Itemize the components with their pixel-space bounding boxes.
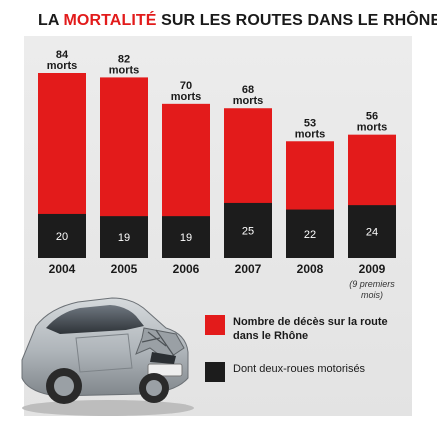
- legend-label-total: Nombre de décès sur la route dans le Rhô…: [233, 316, 388, 342]
- value-label-total-2009: 56: [366, 111, 378, 123]
- value-label-moto-2008: 22: [304, 229, 316, 241]
- value-label-total-2008: 53: [304, 117, 316, 129]
- value-label-moto-2007: 25: [242, 225, 254, 237]
- value-unit-label-2009: morts: [357, 122, 388, 134]
- x-tick-note-2009: (9 premiers mois): [349, 279, 395, 300]
- value-label-total-2007: 68: [242, 84, 254, 96]
- title-prefix: LA: [38, 12, 59, 29]
- title-rest: SUR LES ROUTES DANS LE RHÔNE: [161, 12, 437, 29]
- x-tick-label-2006: 2006: [173, 262, 200, 276]
- value-label-total-2005: 82: [118, 53, 130, 65]
- value-label-moto-2009: 24: [366, 227, 378, 239]
- x-tick-label-2008: 2008: [297, 262, 324, 276]
- value-unit-label-2004: morts: [47, 60, 78, 72]
- value-unit-label-2006: morts: [171, 91, 202, 103]
- legend-swatch-total: [205, 315, 225, 335]
- legend-swatch-moto: [205, 362, 225, 382]
- bar-moto-2006: [162, 216, 210, 258]
- bar-moto-2007: [224, 202, 272, 258]
- crashed-car-icon: [21, 297, 194, 416]
- value-unit-label-2007: morts: [233, 95, 264, 107]
- x-tick-label-2007: 2007: [235, 262, 262, 276]
- value-label-total-2004: 84: [56, 49, 69, 61]
- value-unit-label-2005: morts: [109, 64, 140, 76]
- bar-moto-2004: [38, 213, 86, 258]
- x-tick-label-2009: 2009: [359, 262, 386, 276]
- x-tick-label-2004: 2004: [49, 262, 76, 276]
- legend-label-moto: Dont deux-roues motorisés: [233, 363, 366, 375]
- bar-moto-2008: [286, 209, 334, 258]
- value-unit-label-2008: morts: [295, 128, 326, 140]
- value-label-moto-2006: 19: [180, 232, 192, 244]
- bar-moto-2009: [348, 205, 396, 258]
- x-tick-label-2005: 2005: [111, 262, 138, 276]
- value-label-total-2006: 70: [180, 80, 192, 92]
- legend-item-total: Nombre de décès sur la route dans le Rhô…: [205, 315, 403, 343]
- bar-moto-2005: [100, 216, 148, 258]
- value-label-moto-2005: 19: [118, 232, 130, 244]
- title-highlight: MORTALITÉ: [63, 12, 157, 29]
- chart-title: LA MORTALITÉ SUR LES ROUTES DANS LE RHÔN…: [38, 12, 437, 30]
- legend-item-moto: Dont deux-roues motorisés: [205, 362, 403, 382]
- value-label-moto-2004: 20: [56, 231, 68, 243]
